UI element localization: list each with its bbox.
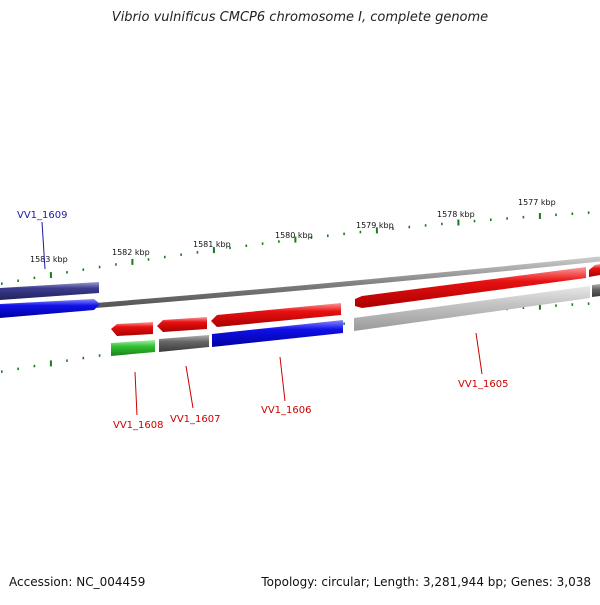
inner-ruler-minor-tick — [1, 370, 3, 373]
inner-ruler-minor-tick — [82, 356, 85, 360]
gene-right-edge-gray[interactable] — [592, 284, 600, 297]
leader-vv1-1606 — [279, 356, 286, 402]
outer-ruler-minor-tick — [392, 227, 394, 230]
outer-ruler-minor-tick — [196, 251, 199, 254]
ruler-label-1578: 1578 kbp — [437, 210, 475, 219]
gene-vv1-1608-green[interactable] — [111, 340, 155, 356]
outer-ruler-minor-tick — [1, 282, 3, 285]
gene-label-vv1-1607: VV1_1607 — [170, 414, 221, 425]
outer-ruler-minor-tick — [164, 255, 166, 259]
inner-ruler-minor-tick — [522, 306, 525, 309]
inner-ruler-minor-tick — [98, 354, 101, 357]
gene-vv1-1609-upper[interactable] — [0, 282, 99, 300]
outer-ruler-minor-tick — [506, 217, 508, 220]
outer-ruler-minor-tick — [555, 213, 557, 217]
inner-ruler-major-tick — [49, 360, 52, 367]
outer-ruler-minor-tick — [261, 242, 264, 245]
inner-ruler-minor-tick — [33, 364, 36, 368]
gene-vv1-1605-lower[interactable] — [354, 286, 590, 331]
outer-ruler-minor-tick — [441, 222, 443, 226]
outer-ruler-major-tick — [131, 258, 134, 265]
outer-ruler-minor-tick — [587, 211, 590, 214]
outer-ruler-major-tick — [212, 247, 215, 254]
accession-text: Accession: NC_004459 — [9, 575, 146, 589]
leader-vv1-1605 — [475, 332, 483, 375]
outer-ruler-minor-tick — [147, 258, 150, 261]
outer-ruler-minor-tick — [66, 271, 68, 274]
genome-title: Vibrio vulnificus CMCP6 chromosome I, co… — [111, 10, 489, 25]
outer-ruler-minor-tick — [278, 240, 280, 243]
inner-ruler-minor-tick — [571, 303, 574, 306]
outer-ruler-minor-tick — [473, 219, 476, 223]
gene-label-vv1-1605: VV1_1605 — [458, 379, 509, 390]
ruler-label-1580: 1580 kbp — [275, 231, 313, 240]
gene-vv1-1608-red[interactable] — [111, 322, 153, 336]
outer-ruler-minor-tick — [343, 232, 345, 236]
outer-ruler-minor-tick — [490, 218, 492, 221]
inner-ruler-minor-tick — [17, 367, 19, 371]
outer-ruler-minor-tick — [310, 236, 313, 239]
outer-ruler-minor-tick — [17, 279, 19, 282]
ruler-label-1579: 1579 kbp — [356, 221, 394, 230]
outer-ruler-track — [1, 211, 590, 285]
outer-ruler-minor-tick — [229, 246, 231, 250]
gene-label-vv1-1608: VV1_1608 — [113, 420, 164, 431]
outer-ruler-minor-tick — [245, 244, 248, 247]
inner-ruler-minor-tick — [555, 304, 557, 307]
outer-ruler-minor-tick — [522, 215, 525, 219]
outer-ruler-minor-tick — [115, 263, 117, 266]
ruler-label-1582: 1582 kbp — [112, 248, 150, 257]
gene-vv1-1605-upper[interactable] — [355, 267, 586, 308]
ruler-label-1583: 1583 kbp — [30, 255, 68, 264]
genome-summary-text: Topology: circular; Length: 3,281,944 bp… — [261, 575, 591, 589]
inner-ruler-minor-tick — [66, 359, 68, 362]
ruler-label-1581: 1581 kbp — [193, 240, 231, 249]
outer-ruler-major-tick — [457, 219, 460, 226]
gene-vv1-1609-lower[interactable] — [0, 299, 100, 318]
outer-ruler-major-tick — [538, 213, 541, 219]
outer-ruler-minor-tick — [327, 234, 329, 237]
outer-ruler-minor-tick — [424, 224, 427, 227]
gene-label-vv1-1609: VV1_1609 — [17, 210, 68, 221]
leader-vv1-1608 — [134, 371, 138, 416]
inner-ruler-minor-tick — [587, 302, 590, 305]
inner-ruler-minor-tick — [343, 322, 345, 325]
inner-ruler-major-tick — [538, 303, 541, 310]
leader-vv1-1607 — [185, 365, 194, 409]
leader-vv1-1609 — [41, 221, 46, 270]
outer-ruler-minor-tick — [33, 276, 36, 280]
outer-ruler-minor-tick — [359, 230, 362, 234]
gene-label-vv1-1606: VV1_1606 — [261, 405, 312, 416]
gene-vv1-1607-red[interactable] — [157, 317, 207, 332]
gene-vv1-1606-blue[interactable] — [212, 320, 343, 347]
outer-ruler-minor-tick — [82, 268, 85, 271]
outer-ruler-major-tick — [49, 272, 52, 279]
outer-ruler-minor-tick — [571, 212, 574, 215]
outer-ruler-major-tick — [375, 227, 378, 234]
outer-ruler-major-tick — [294, 236, 297, 243]
gene-vv1-1606-red[interactable] — [211, 303, 341, 327]
outer-ruler-minor-tick — [180, 253, 182, 256]
gene-right-edge-red[interactable] — [589, 264, 600, 277]
gene-vv1-1607-gray[interactable] — [159, 335, 209, 352]
ruler-label-1577: 1577 kbp — [518, 198, 556, 207]
outer-ruler-minor-tick — [98, 265, 101, 269]
outer-ruler-minor-tick — [408, 225, 411, 229]
